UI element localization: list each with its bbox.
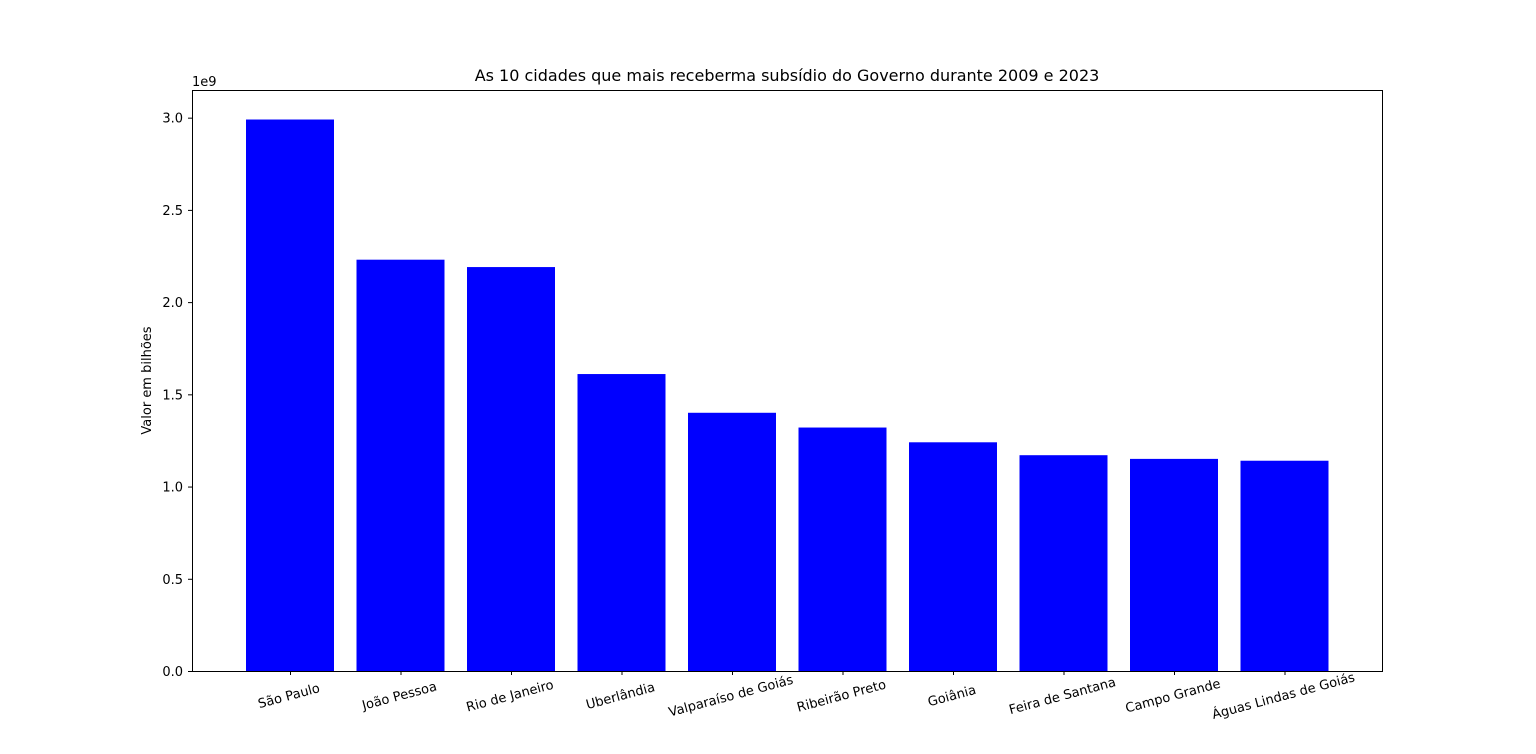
- y-tick-label: 1.5: [162, 388, 183, 403]
- y-tick-label: 2.5: [162, 204, 183, 219]
- bar: [798, 427, 887, 671]
- bar: [1240, 460, 1329, 671]
- y-axis-offset-label: 1e9: [192, 75, 217, 90]
- y-axis-ticks: 0.0 0.5 1.0 1.5 2.0 2.5 3.0: [162, 112, 192, 680]
- bar: [909, 442, 997, 671]
- y-tick-label: 1.0: [162, 481, 183, 496]
- y-tick-label: 2.0: [162, 296, 183, 311]
- bar: [577, 374, 666, 671]
- bar: [1019, 455, 1108, 671]
- bar: [467, 267, 555, 671]
- bar: [356, 259, 445, 671]
- chart-title: As 10 cidades que mais receberma subsídi…: [475, 66, 1100, 85]
- bar: [1130, 458, 1218, 671]
- y-tick-label: 0.0: [162, 665, 183, 680]
- y-axis-label: Valor em bilhões: [140, 326, 155, 434]
- y-tick-label: 0.5: [162, 573, 183, 588]
- plot-frame: [192, 90, 1383, 672]
- bar: [246, 119, 334, 671]
- bar: [688, 412, 776, 671]
- bars-group: [246, 119, 1329, 671]
- y-tick-label: 3.0: [162, 112, 183, 127]
